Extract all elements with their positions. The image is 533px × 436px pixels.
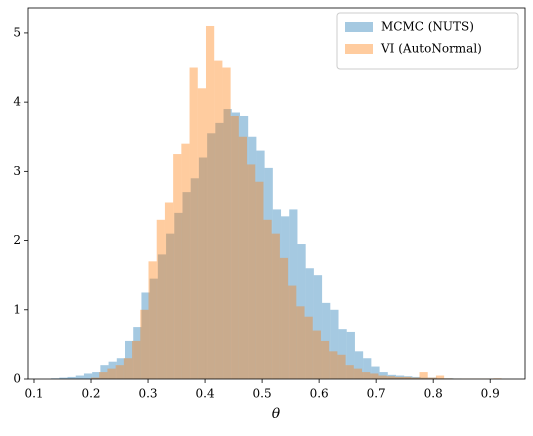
histogram-bar — [346, 365, 354, 379]
histogram-bar — [157, 220, 165, 379]
histogram-bar — [370, 373, 378, 379]
y-tick-label: 4 — [13, 95, 21, 109]
histogram-bar — [239, 137, 247, 379]
x-tick-label: 0.4 — [196, 387, 215, 401]
legend-swatch — [345, 44, 373, 54]
histogram-bar — [84, 373, 92, 379]
y-tick-label: 1 — [13, 302, 21, 316]
x-tick-label: 0.2 — [81, 387, 100, 401]
histogram-bar — [206, 26, 214, 379]
x-tick-label: 0.8 — [424, 387, 443, 401]
histogram-bar — [214, 61, 222, 379]
histogram-bar — [132, 341, 140, 379]
histogram-bar — [99, 372, 107, 379]
histogram-bar — [313, 331, 321, 379]
legend-label: MCMC (NUTS) — [381, 20, 474, 34]
histogram-bar — [337, 355, 345, 379]
histogram-bar — [247, 164, 255, 379]
histogram-bar — [124, 358, 132, 379]
histogram-bar — [231, 116, 239, 379]
histogram-bar — [181, 144, 189, 379]
histogram-bar — [107, 369, 115, 379]
legend-label: VI (AutoNormal) — [380, 42, 482, 56]
histogram-bar — [296, 306, 304, 379]
histogram-bar — [140, 310, 148, 379]
x-axis-label: θ — [272, 406, 281, 422]
histogram-bar — [190, 68, 198, 379]
x-tick-label: 0.7 — [367, 387, 386, 401]
y-tick-label: 0 — [13, 372, 21, 386]
x-tick-label: 0.1 — [24, 387, 43, 401]
histogram-bar — [378, 376, 386, 379]
histogram-bar — [321, 341, 329, 379]
histogram-bar — [76, 376, 84, 379]
histogram-bar — [263, 220, 271, 379]
histogram-bar — [419, 372, 427, 379]
histogram-bar — [362, 372, 370, 379]
histogram-bar — [165, 202, 173, 379]
histogram-bar — [436, 376, 444, 379]
x-tick-label: 0.5 — [253, 387, 272, 401]
x-tick-label: 0.6 — [310, 387, 329, 401]
x-tick-label: 0.3 — [138, 387, 157, 401]
histogram-bar — [387, 376, 395, 379]
histogram-bar — [354, 369, 362, 379]
legend-swatch — [345, 22, 373, 32]
histogram-bar — [305, 317, 313, 379]
histogram-bar — [149, 261, 157, 379]
x-tick-label: 0.9 — [481, 387, 500, 401]
histogram-bar — [173, 154, 181, 379]
y-tick-label: 3 — [13, 164, 21, 178]
histogram-bar — [329, 351, 337, 379]
histogram-bar — [255, 182, 263, 379]
histogram-bar — [116, 365, 124, 379]
y-tick-label: 2 — [13, 233, 21, 247]
histogram-bar — [288, 286, 296, 379]
histogram-bar — [272, 234, 280, 379]
histogram-bar — [222, 68, 230, 379]
histogram-bar — [280, 258, 288, 379]
y-tick-label: 5 — [13, 25, 21, 39]
histogram-bar — [198, 88, 206, 379]
